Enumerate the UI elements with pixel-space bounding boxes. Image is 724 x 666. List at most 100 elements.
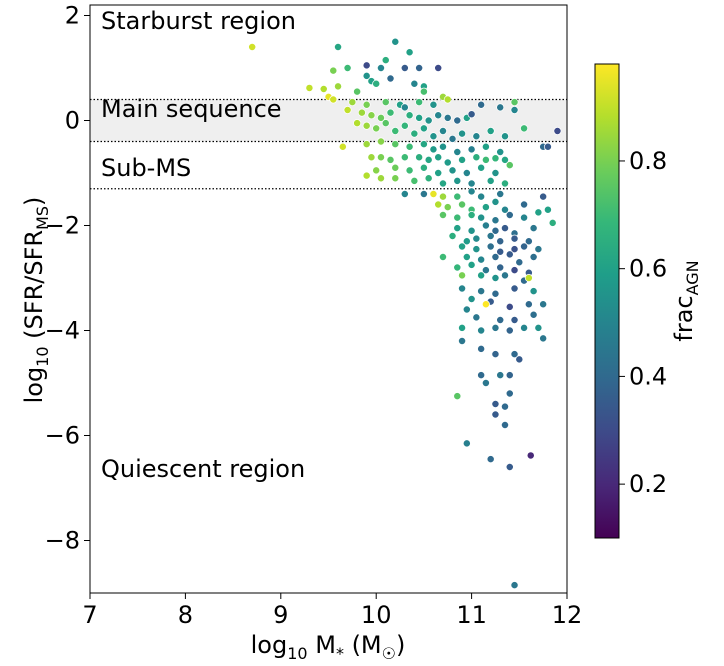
data-point <box>515 258 524 267</box>
data-point <box>520 200 529 209</box>
data-point <box>520 213 529 222</box>
data-point <box>458 337 467 345</box>
data-point <box>467 179 476 188</box>
x-tick-label: 11 <box>456 601 487 629</box>
x-axis-label: log10 M* (M☉) <box>251 631 406 663</box>
data-point <box>362 71 371 80</box>
data-point <box>419 124 428 133</box>
data-point <box>491 410 500 419</box>
annotation-sub-ms: Sub-MS <box>101 154 191 182</box>
data-point <box>377 153 385 162</box>
y-tick-label: −4 <box>45 317 80 345</box>
data-point <box>524 300 533 309</box>
x-tick-label: 12 <box>552 601 583 629</box>
data-point <box>448 166 457 175</box>
data-point <box>381 119 390 128</box>
data-point <box>458 155 467 164</box>
data-point <box>439 192 447 201</box>
data-point <box>319 85 328 93</box>
data-point <box>419 190 428 198</box>
data-point <box>477 287 486 296</box>
data-point <box>529 287 538 296</box>
data-point <box>453 192 462 201</box>
data-point <box>472 153 481 162</box>
x-tick-label: 8 <box>178 601 193 629</box>
data-point <box>443 158 452 167</box>
data-point <box>467 226 476 235</box>
data-point <box>501 224 509 233</box>
data-point <box>377 137 385 146</box>
data-point <box>367 111 376 120</box>
data-point <box>526 451 535 460</box>
data-point <box>496 263 505 272</box>
data-point <box>467 145 476 154</box>
data-point <box>458 200 467 209</box>
data-point <box>510 98 519 107</box>
data-point <box>429 190 438 198</box>
colorbar-tick-label: 0.4 <box>629 362 667 390</box>
data-point <box>481 300 490 309</box>
data-point <box>467 295 476 303</box>
data-point <box>496 247 505 256</box>
data-point <box>510 284 519 293</box>
data-point <box>481 155 490 164</box>
data-point <box>491 323 500 332</box>
data-point <box>467 211 476 219</box>
data-point <box>520 124 529 133</box>
data-point <box>510 245 519 254</box>
data-point <box>472 132 481 141</box>
data-point <box>400 190 409 198</box>
data-point <box>443 95 452 104</box>
data-point <box>510 581 519 590</box>
y-tick-label: −8 <box>45 527 80 555</box>
data-point <box>501 205 509 214</box>
data-point <box>505 211 514 219</box>
data-point <box>501 155 509 164</box>
data-point <box>477 192 486 201</box>
data-point <box>472 234 481 243</box>
data-point <box>377 64 385 72</box>
data-point <box>453 148 462 156</box>
data-point <box>553 127 562 135</box>
data-point <box>405 48 414 57</box>
data-point <box>434 153 443 162</box>
data-point <box>434 200 443 209</box>
data-point <box>510 316 519 324</box>
data-point <box>362 140 371 149</box>
data-point <box>458 129 467 138</box>
data-point <box>491 400 500 408</box>
data-point <box>501 132 509 141</box>
data-point <box>505 250 514 259</box>
data-point <box>439 127 447 135</box>
plot-border <box>89 4 568 594</box>
data-point <box>505 302 514 311</box>
data-point <box>496 148 505 156</box>
data-point <box>448 232 457 240</box>
annotation-starburst: Starburst region <box>101 7 296 35</box>
data-point <box>362 61 371 70</box>
data-point <box>520 323 529 332</box>
data-point <box>515 355 524 364</box>
data-point <box>372 124 381 133</box>
colorbar-gradient <box>594 63 620 539</box>
data-point <box>405 166 414 175</box>
data-point <box>477 371 486 380</box>
data-point <box>367 153 376 162</box>
data-point <box>543 142 552 151</box>
data-point <box>491 253 500 261</box>
data-point <box>400 64 409 72</box>
data-point <box>462 253 471 261</box>
data-point <box>343 64 352 72</box>
y-tick-label: −2 <box>45 212 80 240</box>
data-point <box>391 37 400 46</box>
data-point <box>458 271 467 280</box>
colorbar-tick-label: 0.6 <box>629 255 667 283</box>
data-point <box>481 142 490 151</box>
data-point <box>439 211 447 219</box>
data-point <box>329 66 338 75</box>
data-point <box>472 245 481 254</box>
data-point <box>481 221 490 230</box>
data-point <box>443 113 452 122</box>
data-point <box>453 213 462 222</box>
data-point <box>477 326 486 335</box>
